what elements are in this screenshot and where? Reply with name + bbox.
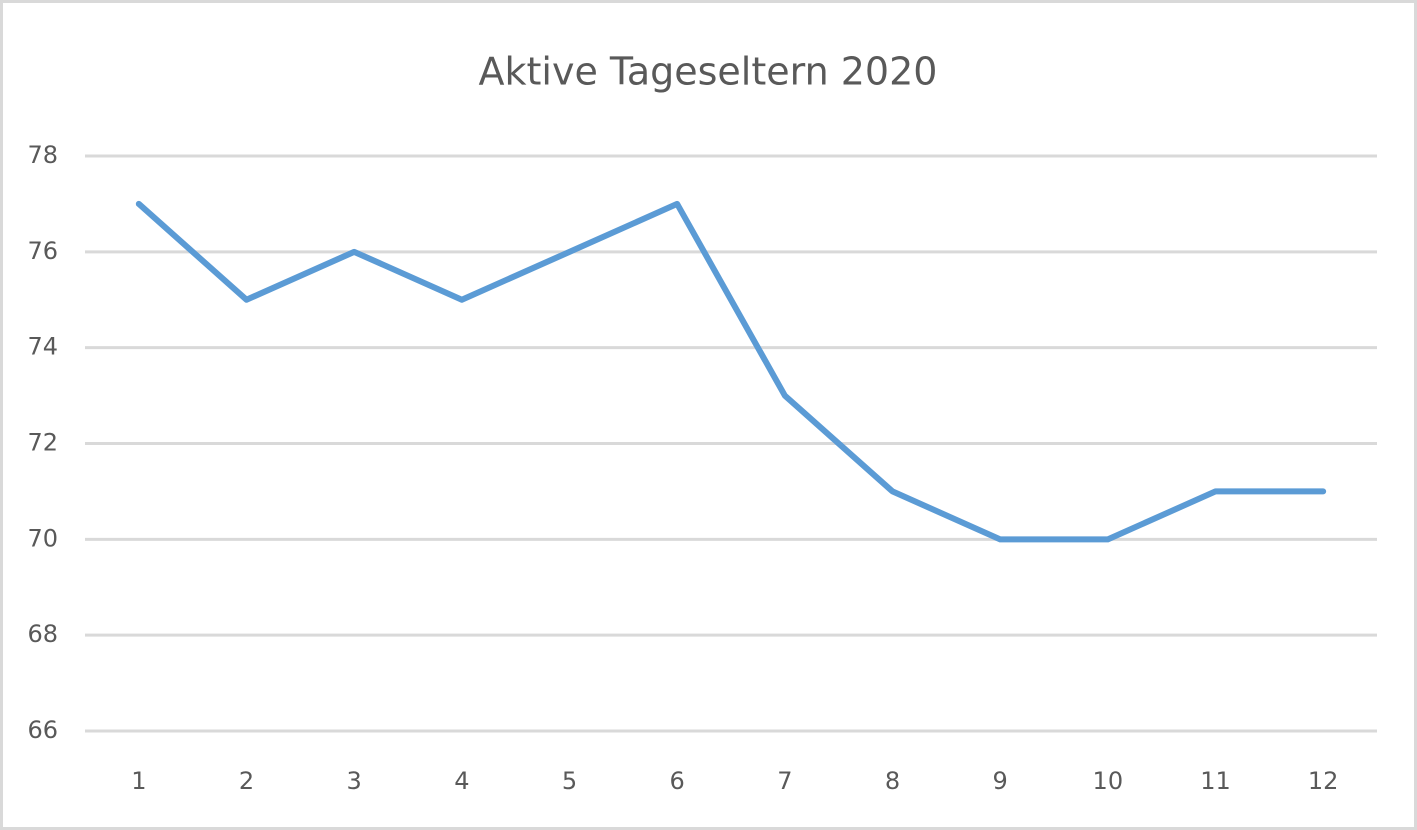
y-tick-label: 72 <box>27 429 58 457</box>
y-tick-label: 68 <box>27 620 58 648</box>
x-tick-label: 6 <box>670 767 685 795</box>
y-tick-label: 70 <box>27 524 58 552</box>
x-tick-label: 5 <box>562 767 577 795</box>
x-tick-label: 11 <box>1200 767 1231 795</box>
x-tick-label: 10 <box>1093 767 1124 795</box>
y-tick-label: 78 <box>27 141 58 169</box>
y-tick-label: 76 <box>27 237 58 265</box>
chart-title: Aktive Tageseltern 2020 <box>479 50 938 94</box>
x-tick-label: 9 <box>993 767 1008 795</box>
x-tick-label: 2 <box>239 767 254 795</box>
y-tick-label: 66 <box>27 716 58 744</box>
x-tick-label: 3 <box>347 767 362 795</box>
x-tick-label: 8 <box>885 767 900 795</box>
x-tick-label: 7 <box>777 767 792 795</box>
y-tick-label: 74 <box>27 333 58 361</box>
x-tick-label: 4 <box>454 767 469 795</box>
x-tick-label: 1 <box>131 767 146 795</box>
data-line <box>135 200 1327 543</box>
x-tick-label: 12 <box>1308 767 1339 795</box>
